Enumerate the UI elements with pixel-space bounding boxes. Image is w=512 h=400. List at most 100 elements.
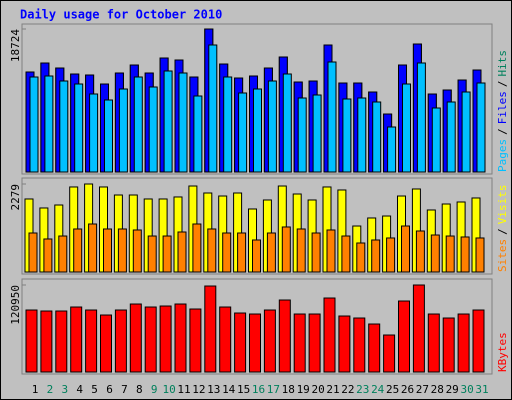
bar <box>472 309 485 373</box>
bar <box>222 232 232 273</box>
bar <box>338 315 351 373</box>
x-tick-label: 31 <box>475 383 488 396</box>
bar <box>103 228 112 273</box>
bar <box>208 44 218 173</box>
x-tick-label: 19 <box>297 383 310 396</box>
bar <box>383 334 396 373</box>
bar <box>74 83 84 173</box>
bar <box>174 303 187 373</box>
bar <box>28 232 38 273</box>
bar <box>114 309 127 373</box>
legend: Pages / Files / Hits <box>496 50 509 172</box>
bar <box>237 232 247 273</box>
bar <box>387 126 397 173</box>
bar <box>249 313 261 373</box>
bar <box>372 101 382 173</box>
x-tick-label: 15 <box>237 383 250 396</box>
bar <box>148 86 158 173</box>
bar <box>25 309 38 373</box>
bar <box>40 310 53 373</box>
y-tick-label: 2279 <box>9 184 22 211</box>
bar <box>296 228 306 273</box>
bar <box>147 235 157 273</box>
bar <box>402 83 411 173</box>
bar <box>356 242 366 273</box>
bar <box>281 226 291 273</box>
bar <box>357 97 367 173</box>
bar <box>223 76 233 173</box>
bar <box>144 306 157 373</box>
x-tick-label: 7 <box>121 383 128 396</box>
bar <box>178 72 188 173</box>
bar <box>43 238 53 273</box>
bar <box>100 314 112 373</box>
bar <box>117 228 127 273</box>
bar <box>219 306 232 373</box>
bar <box>445 235 455 273</box>
bar <box>252 239 261 273</box>
bar <box>59 80 69 173</box>
bar <box>442 317 455 373</box>
bar <box>415 230 425 273</box>
bar <box>311 232 321 273</box>
legend-entry: Pages <box>496 139 509 172</box>
bar <box>234 312 247 373</box>
bar <box>461 91 471 173</box>
bar <box>118 88 128 173</box>
legend-separator: / <box>496 128 509 135</box>
bar <box>163 70 173 173</box>
bar <box>159 305 172 373</box>
legend-entry: Files <box>496 91 509 124</box>
x-tick-label: 27 <box>416 383 429 396</box>
x-tick-label: 4 <box>76 383 83 396</box>
y-tick-label: 120950 <box>9 285 22 325</box>
bar <box>282 73 292 173</box>
bar <box>267 80 277 173</box>
bar <box>326 229 336 273</box>
bar <box>85 309 98 373</box>
bar <box>353 317 366 373</box>
bar <box>204 285 217 373</box>
x-tick-label: 13 <box>207 383 220 396</box>
x-tick-label: 23 <box>356 383 369 396</box>
x-tick-label: 3 <box>61 383 68 396</box>
bar <box>192 223 202 273</box>
bar <box>427 313 440 373</box>
x-tick-label: 17 <box>267 383 280 396</box>
legend-separator: / <box>496 81 509 88</box>
bar <box>253 88 262 173</box>
bar <box>278 299 291 373</box>
bar <box>446 101 456 173</box>
legend-entry: Sites <box>496 239 509 272</box>
legend-separator: / <box>496 228 509 235</box>
legend: Sites / Visits <box>496 185 509 273</box>
x-tick-label: 6 <box>106 383 113 396</box>
bar <box>476 82 486 173</box>
bar <box>401 225 410 273</box>
y-tick-label: 18724 <box>9 29 22 62</box>
x-tick-label: 20 <box>311 383 324 396</box>
bar <box>58 235 68 273</box>
bar <box>297 97 307 173</box>
bar <box>133 76 143 173</box>
bar <box>177 231 187 273</box>
chart-title: Daily usage for October 2010 <box>20 8 222 22</box>
bar <box>368 323 381 373</box>
x-tick-label: 9 <box>151 383 158 396</box>
bar <box>89 93 99 173</box>
x-tick-label: 25 <box>386 383 399 396</box>
x-tick-label: 2 <box>47 383 54 396</box>
bar <box>129 303 142 373</box>
x-tick-label: 1 <box>32 383 39 396</box>
bar <box>162 235 172 273</box>
bar <box>29 76 39 173</box>
bar <box>386 237 396 273</box>
legend-entry: KBytes <box>496 332 509 372</box>
x-tick-label: 28 <box>431 383 444 396</box>
bar <box>88 223 98 273</box>
bar <box>70 306 83 373</box>
bar <box>371 239 381 273</box>
x-tick-label: 29 <box>446 383 459 396</box>
bar <box>342 98 352 173</box>
legend-entry: Hits <box>496 50 509 77</box>
